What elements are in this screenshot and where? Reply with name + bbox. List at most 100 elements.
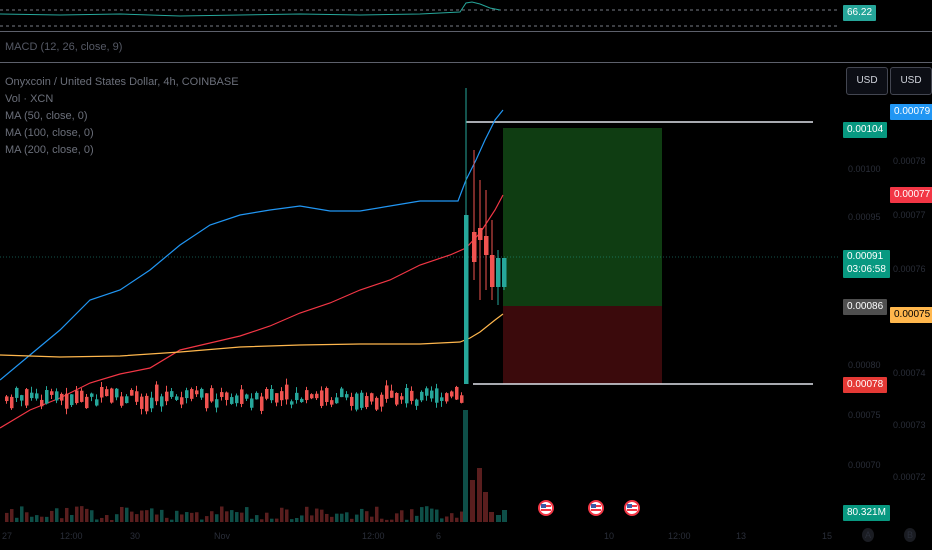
volume-bar: [125, 507, 129, 522]
volume-bar: [280, 507, 284, 522]
rsi-panel: 66.22: [0, 0, 932, 30]
volume-bar: [440, 518, 444, 522]
loss-zone[interactable]: [503, 306, 662, 384]
candle: [30, 392, 34, 399]
volume-bar: [290, 519, 294, 522]
ma50-legend[interactable]: MA (50, close, 0): [5, 110, 88, 122]
panel-separator[interactable]: [0, 62, 932, 63]
volume-bar: [110, 519, 114, 522]
volume-bar: [155, 514, 159, 522]
price-tag-target: 0.00104: [843, 122, 888, 138]
log-scale-button[interactable]: B: [904, 528, 916, 542]
volume-bar: [483, 492, 488, 522]
candle: [140, 396, 144, 409]
macd-legend[interactable]: MACD (12, 26, close, 9): [5, 41, 123, 53]
candle: [325, 388, 329, 402]
candle: [425, 388, 429, 396]
panel-separator[interactable]: [0, 31, 932, 32]
price-tag-ma-orange: 0.00075: [890, 307, 932, 323]
candle: [205, 393, 209, 409]
candle: [315, 393, 319, 399]
volume-bar: [100, 517, 104, 522]
volume-bar: [60, 518, 64, 522]
axis-label: 0.00072: [893, 472, 926, 482]
axis-label: 0.00075: [848, 410, 881, 420]
candle: [305, 390, 309, 401]
volume-bar: [5, 512, 9, 522]
volume-bar: [85, 508, 89, 522]
auto-scale-button[interactable]: A: [862, 528, 874, 542]
volume-bar: [502, 510, 507, 522]
price-tag-stop: 0.00078: [843, 377, 888, 393]
ma-orange-line: [0, 313, 504, 358]
candle: [85, 396, 89, 409]
candle: [150, 397, 154, 409]
volume-bar: [235, 512, 239, 522]
volume-bar: [90, 510, 94, 522]
volume-bar: [463, 410, 468, 522]
volume-bar: [185, 512, 189, 522]
candle: [335, 397, 339, 404]
volume-bar: [130, 511, 134, 522]
axis-label: 0.00077: [893, 210, 926, 220]
vol-legend[interactable]: Vol · XCN: [5, 93, 54, 105]
candle: [230, 397, 234, 404]
volume-bar: [405, 519, 409, 522]
ma-red-line: [0, 194, 504, 429]
volume-bar: [55, 508, 59, 522]
profit-zone[interactable]: [503, 128, 662, 306]
candle: [300, 398, 304, 403]
volume-bar: [470, 480, 475, 522]
us-flag-icon[interactable]: [538, 500, 554, 521]
volume-bar: [10, 509, 14, 522]
volume-bar: [105, 515, 109, 522]
volume-bar: [120, 506, 124, 522]
main-chart[interactable]: [0, 62, 932, 550]
axis-label: 0.00070: [848, 460, 881, 470]
candle: [330, 400, 334, 405]
volume-bar: [150, 508, 154, 522]
candle: [250, 398, 254, 408]
currency-button-right[interactable]: USD: [890, 67, 932, 95]
volume-bar: [225, 511, 229, 522]
candle: [170, 391, 174, 397]
volume-bar: [260, 519, 264, 522]
candle: [190, 389, 194, 399]
volume-bar: [340, 513, 344, 522]
macd-panel: MACD (12, 26, close, 9): [0, 32, 932, 62]
volume-bar: [170, 519, 174, 522]
candle: [125, 396, 129, 404]
volume-bar: [365, 511, 369, 522]
volume-bar: [50, 510, 54, 522]
volume-bar: [65, 507, 69, 522]
volume-bar: [285, 509, 289, 522]
volume-bar: [305, 506, 309, 522]
currency-button-left[interactable]: USD: [846, 67, 888, 95]
candle: [435, 388, 439, 403]
ma200-legend[interactable]: MA (200, close, 0): [5, 144, 94, 156]
us-flag-icon[interactable]: [588, 500, 604, 521]
volume-bar: [360, 508, 364, 522]
candle: [375, 397, 379, 410]
ma100-legend[interactable]: MA (100, close, 0): [5, 127, 94, 139]
candle: [310, 394, 314, 399]
time-label: 6: [436, 531, 442, 541]
volume-bar: [390, 519, 394, 522]
candle: [440, 397, 444, 401]
symbol-legend[interactable]: Onyxcoin / United States Dollar, 4h, COI…: [5, 76, 239, 88]
candle: [210, 388, 214, 402]
volume-bar: [205, 516, 209, 522]
time-label: 10: [604, 531, 615, 541]
candle: [472, 232, 477, 262]
candle: [180, 397, 184, 405]
candle: [430, 390, 434, 399]
us-flag-icon[interactable]: [624, 500, 640, 521]
candle: [390, 390, 394, 398]
volume-bar: [380, 518, 384, 522]
candle: [90, 393, 94, 397]
candle: [320, 390, 324, 406]
volume-bar: [135, 514, 139, 522]
time-label: 30: [130, 531, 141, 541]
volume-bar: [350, 518, 354, 522]
candle: [15, 387, 19, 398]
